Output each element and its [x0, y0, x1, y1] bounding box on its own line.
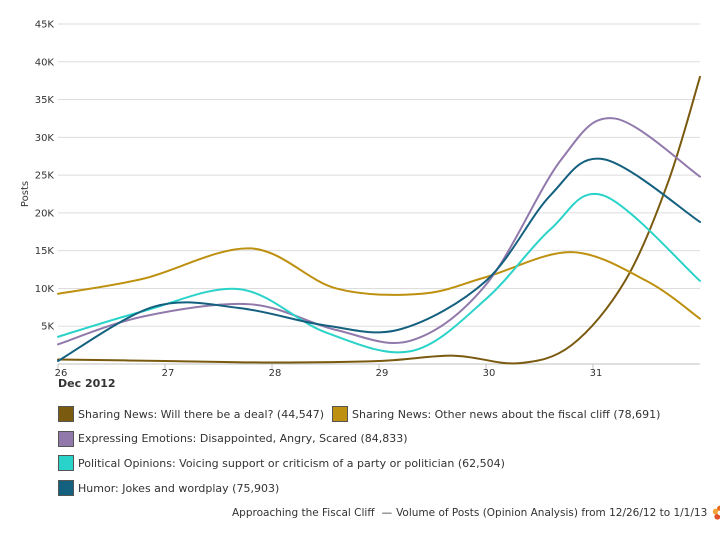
- footer-separator: —: [381, 507, 393, 519]
- legend-row: Humor: Jokes and wordplay (75,903): [58, 476, 698, 501]
- series-lines: [57, 75, 701, 365]
- chart-legend: Sharing News: Will there be a deal? (44,…: [58, 402, 698, 500]
- legend-item[interactable]: Humor: Jokes and wordplay (75,903): [58, 480, 280, 497]
- legend-swatch: [332, 406, 348, 423]
- x-tick-label: 28: [269, 368, 282, 379]
- y-tick-label: 30K: [35, 133, 55, 144]
- y-tick-label: 25K: [35, 171, 55, 182]
- flower-logo-icon: [713, 505, 720, 520]
- legend-item[interactable]: Political Opinions: Voicing support or c…: [58, 455, 505, 472]
- x-tick-label: 30: [483, 368, 496, 379]
- axes: [57, 363, 700, 369]
- legend-swatch: [58, 430, 74, 447]
- y-tick-label: 20K: [35, 208, 55, 219]
- legend-label: Expressing Emotions: Disappointed, Angry…: [78, 432, 408, 446]
- legend-label: Sharing News: Will there be a deal? (44,…: [78, 407, 324, 421]
- footer-source-name: Approaching the Fiscal Cliff: [232, 507, 375, 519]
- legend-swatch: [58, 455, 74, 472]
- series-line-3[interactable]: [57, 117, 701, 346]
- legend-swatch: [58, 480, 74, 497]
- y-tick-label: 35K: [35, 95, 55, 106]
- y-tick-label: 10K: [35, 284, 55, 295]
- legend-row: Expressing Emotions: Disappointed, Angry…: [58, 427, 698, 452]
- y-tick-label: 5K: [41, 322, 54, 333]
- x-tick-label: 26: [55, 368, 68, 379]
- series-line-1[interactable]: [57, 75, 701, 365]
- legend-label: Sharing News: Other news about the fisca…: [352, 407, 661, 421]
- x-month-label: Dec 2012: [58, 377, 116, 390]
- legend-row: Sharing News: Will there be a deal? (44,…: [58, 402, 698, 427]
- y-tick-label: 15K: [35, 246, 55, 257]
- gridlines: [58, 23, 700, 327]
- series-line-5[interactable]: [57, 157, 701, 362]
- y-tick-label: 45K: [35, 20, 55, 31]
- legend-item[interactable]: Sharing News: Will there be a deal? (44,…: [58, 406, 324, 423]
- x-tick-label: 27: [162, 368, 175, 379]
- legend-item[interactable]: Expressing Emotions: Disappointed, Angry…: [58, 430, 408, 447]
- legend-swatch: [58, 406, 74, 423]
- legend-label: Humor: Jokes and wordplay (75,903): [78, 481, 280, 495]
- series-line-4[interactable]: [57, 192, 701, 354]
- series-line-2[interactable]: [57, 247, 701, 320]
- legend-label: Political Opinions: Voicing support or c…: [78, 456, 505, 470]
- legend-item[interactable]: Sharing News: Other news about the fisca…: [332, 406, 661, 423]
- x-tick-label: 29: [376, 368, 389, 379]
- legend-row: Political Opinions: Voicing support or c…: [58, 451, 698, 476]
- axis-labels: 5K 10K 15K 20K 25K 30K 35K 40K 45K 26 27 28 29 30 31 De…: [20, 20, 602, 391]
- footer-description: Volume of Posts (Opinion Analysis) from …: [396, 507, 708, 519]
- x-tick-label: 31: [590, 368, 603, 379]
- chart-footer: Approaching the Fiscal Cliff — Volume of…: [232, 505, 720, 521]
- y-tick-label: 40K: [35, 57, 55, 68]
- y-axis-title: Posts: [20, 181, 31, 207]
